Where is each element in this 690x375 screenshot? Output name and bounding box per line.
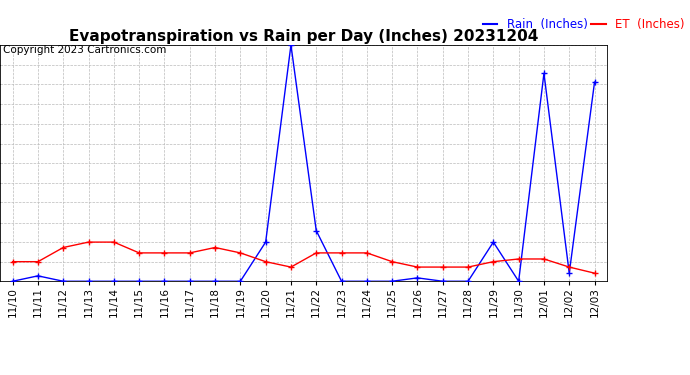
Legend: Rain  (Inches), ET  (Inches): Rain (Inches), ET (Inches)	[479, 13, 689, 36]
Text: Copyright 2023 Cartronics.com: Copyright 2023 Cartronics.com	[3, 45, 167, 55]
Title: Evapotranspiration vs Rain per Day (Inches) 20231204: Evapotranspiration vs Rain per Day (Inch…	[69, 29, 538, 44]
